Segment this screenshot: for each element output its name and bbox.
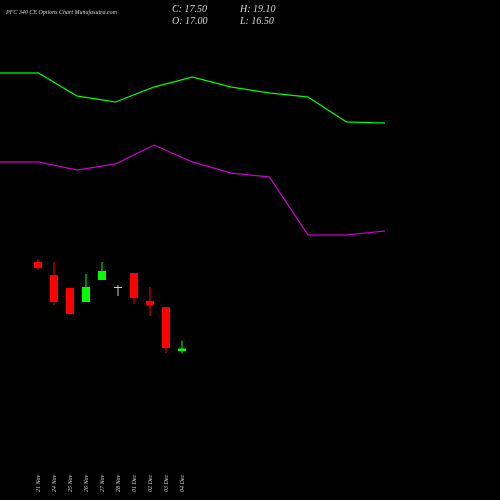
candle-body [66,288,74,314]
ohlc-label: O: 17.00 [172,16,208,27]
candle-body [130,273,138,298]
x-tick-label: 26 Nov [84,474,90,492]
x-tick-label: 02 Dec [148,475,154,492]
x-tick-label: 27 Nov [100,474,106,492]
x-tick-label: 24 Nov [51,474,58,492]
ohlc-label: C: 17.50 [172,4,207,15]
x-tick-label: 03 Dec [164,475,170,492]
candle-body [50,275,58,302]
candle-body [82,287,90,302]
x-tick-label: 21 Nov [36,474,42,492]
indicator-line [0,72,386,124]
candle-body [178,348,186,351]
ohlc-label: L: 16.50 [239,16,274,27]
candle-body [114,287,122,288]
candle-body [34,262,42,268]
indicator-line [0,144,386,236]
chart-title: PFC 340 CE Options Chart Munafasutra.com [5,9,118,16]
x-tick-label: 04 Dec [179,475,186,492]
x-tick-label: 28 Nov [116,474,122,492]
candle-body [162,307,170,348]
candle-body [98,271,106,280]
ohlc-label: H: 19.10 [239,4,276,15]
x-tick-label: 25 Nov [68,474,74,492]
candle-body [146,301,154,305]
x-tick-label: 01 Dec [132,475,138,492]
